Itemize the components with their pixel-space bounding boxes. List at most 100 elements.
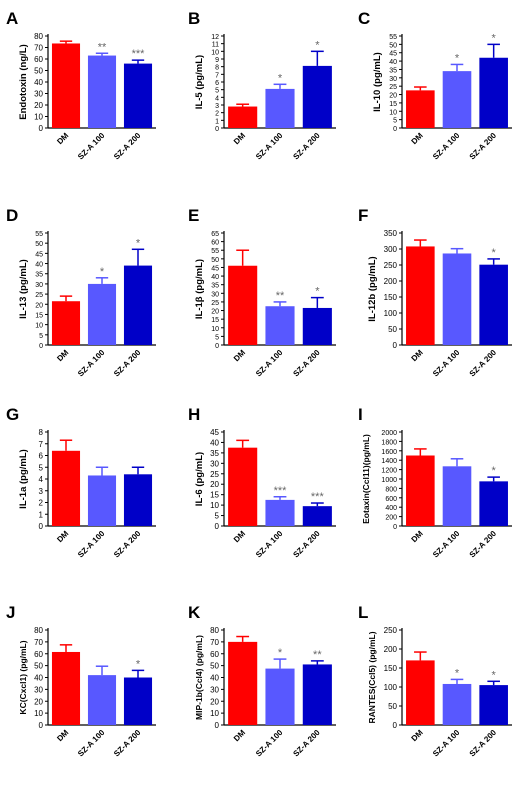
y-tick-label: 20 [34, 697, 43, 706]
y-tick-label: 100 [384, 683, 398, 692]
y-tick-label: 40 [210, 674, 219, 683]
y-tick-label: 1400 [381, 458, 397, 465]
y-tick-label: 0 [393, 524, 397, 531]
y-tick-label: 10 [35, 323, 43, 330]
y-tick-label: 25 [35, 292, 43, 299]
bar-sz-a-100 [442, 683, 472, 725]
y-tick-label: 200 [385, 515, 397, 522]
y-tick-label: 250 [384, 626, 398, 635]
y-axis-title: RANTES(Ccl5) (pg/mL) [367, 631, 377, 723]
y-tick-label: 80 [210, 626, 219, 635]
y-tick-label: 50 [34, 662, 43, 671]
y-tick-label: 9 [215, 57, 219, 64]
y-axis-title: IL-13 (pg/mL) [18, 259, 29, 319]
y-tick-label: 1 [39, 510, 44, 519]
y-tick-label: 0 [215, 343, 219, 350]
y-tick-label: 3 [39, 487, 44, 496]
y-tick-label: 55 [389, 34, 397, 41]
bar-sz-a-100 [87, 475, 117, 526]
y-tick-label: 30 [389, 76, 397, 83]
x-category-label: DM [410, 348, 425, 363]
x-category-label: SZ-A 100 [431, 728, 462, 759]
y-tick-label: 35 [210, 449, 219, 458]
bar-sz-a-100 [265, 668, 295, 725]
x-category-label: SZ-A 200 [468, 131, 499, 162]
y-tick-label: 30 [34, 685, 43, 694]
significance-mark: * [455, 667, 460, 679]
y-tick-label: 55 [35, 231, 43, 238]
x-category-label: DM [55, 131, 70, 146]
x-category-label: DM [410, 728, 425, 743]
y-tick-label: 20 [34, 101, 43, 110]
x-category-label: DM [232, 728, 247, 743]
y-tick-label: 6 [39, 452, 44, 461]
bar-dm [406, 246, 435, 345]
y-tick-label: 4 [39, 475, 44, 484]
y-tick-label: 350 [384, 229, 398, 238]
x-category-label: SZ-A 200 [291, 348, 322, 379]
significance-mark: * [455, 52, 460, 64]
significance-mark: * [278, 647, 283, 659]
y-tick-label: 1 [215, 118, 219, 125]
panel-j: J 0 10 20 30 40 50 60 70 80 KC(Cxcl1) (pg/mL) DM SZ-… [6, 603, 156, 758]
y-axis-title: IL-6 (pg/mL) [194, 452, 205, 506]
bar-dm [51, 651, 81, 725]
bar-dm [406, 90, 435, 128]
y-tick-label: 7 [39, 440, 44, 449]
y-tick-label: 40 [35, 262, 43, 269]
y-tick-label: 35 [211, 283, 219, 290]
bar-sz-a-100 [87, 55, 117, 128]
y-tick-label: 45 [35, 251, 43, 258]
x-category-label: SZ-A 200 [291, 728, 322, 759]
bar-sz-a-200 [479, 264, 508, 345]
x-category-label: SZ-A 200 [291, 131, 322, 162]
y-axis-title: MIP-1b(Ccl4) (pg/mL) [194, 635, 204, 720]
y-tick-label: 5 [393, 118, 397, 125]
x-category-label: SZ-A 200 [112, 348, 143, 379]
y-tick-label: 8 [215, 65, 219, 72]
x-category-label: SZ-A 100 [254, 348, 285, 379]
y-tick-label: 10 [210, 709, 219, 718]
significance-mark: * [492, 669, 497, 681]
y-tick-label: 250 [384, 261, 398, 270]
y-tick-label: 40 [210, 438, 219, 447]
y-tick-label: 30 [35, 282, 43, 289]
y-tick-label: 4 [215, 95, 219, 102]
y-tick-label: 10 [211, 326, 219, 333]
y-axis-title: IL-12b (pg/mL) [367, 256, 378, 321]
panel-letter: A [6, 9, 18, 28]
y-tick-label: 0 [39, 721, 44, 730]
y-tick-label: 5 [39, 333, 43, 340]
panel-letter: H [188, 405, 200, 424]
y-tick-label: 80 [34, 626, 43, 635]
panel-letter: G [6, 405, 19, 424]
y-tick-label: 0 [393, 341, 398, 350]
y-tick-label: 3 [215, 103, 219, 110]
y-tick-label: 20 [211, 309, 219, 316]
x-category-label: SZ-A 100 [76, 529, 107, 560]
y-tick-label: 6 [215, 80, 219, 87]
y-tick-label: 40 [211, 274, 219, 281]
bar-sz-a-200 [479, 481, 508, 526]
x-category-label: DM [55, 728, 70, 743]
significance-mark: * [492, 465, 497, 477]
x-category-label: SZ-A 100 [431, 131, 462, 162]
y-tick-label: 5 [215, 512, 220, 521]
bar-sz-a-100 [265, 499, 295, 526]
y-tick-label: 40 [34, 78, 43, 87]
y-tick-label: 800 [385, 486, 397, 493]
panel-f: F 0 50 100 150 200 250 300 350 IL-12b (pg/mL) DM SZ… [358, 206, 512, 378]
y-tick-label: 70 [210, 638, 219, 647]
y-tick-label: 40 [389, 59, 397, 66]
y-tick-label: 10 [211, 49, 219, 56]
y-tick-label: 15 [389, 101, 397, 108]
panel-letter: C [358, 9, 370, 28]
significance-mark: * [100, 266, 105, 278]
bar-dm [228, 106, 258, 128]
y-tick-label: 20 [35, 302, 43, 309]
y-tick-label: 15 [211, 317, 219, 324]
y-tick-label: 300 [384, 245, 398, 254]
y-axis-title: Eotaxin(Ccl11)(pg/mL) [361, 434, 371, 524]
y-tick-label: 5 [215, 88, 219, 95]
